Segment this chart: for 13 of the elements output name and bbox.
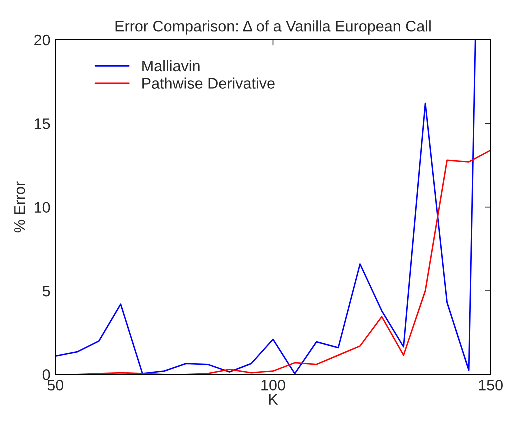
y-tick-label: 15 <box>34 118 50 130</box>
legend-label: Pathwise Derivative <box>142 78 275 89</box>
y-axis-title: % Error <box>14 182 26 233</box>
y-tick-label: 0 <box>42 370 50 380</box>
y-tick-label: 20 <box>34 34 50 46</box>
x-tick-label: 100 <box>262 380 286 391</box>
chart-title: Error Comparison: Δ of a Vanilla European Call <box>116 20 431 35</box>
y-tick-label: 5 <box>42 286 50 297</box>
x-axis-title: K <box>269 394 278 405</box>
legend-label: Malliavin <box>142 60 200 72</box>
y-tick-label: 10 <box>34 202 50 214</box>
x-tick-label: 50 <box>48 380 64 391</box>
x-tick-label: 150 <box>479 380 503 391</box>
